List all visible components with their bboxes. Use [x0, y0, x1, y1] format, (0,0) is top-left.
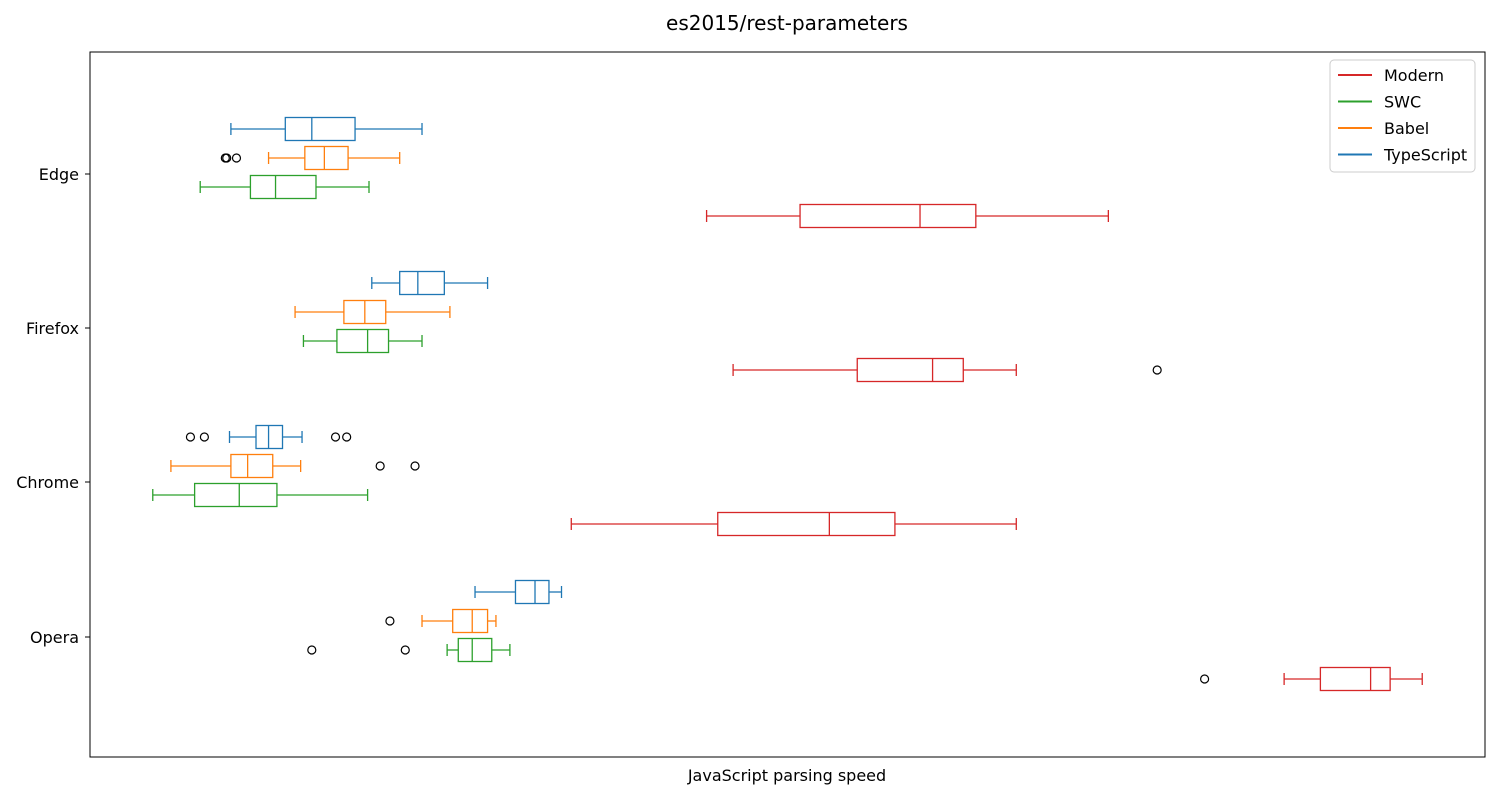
box-babel-firefox	[294, 299, 451, 325]
outlier-point	[330, 432, 341, 442]
legend-label-modern: Modern	[1384, 66, 1444, 85]
chart-title: es2015/rest-parameters	[666, 11, 908, 35]
box-iqr	[717, 511, 896, 537]
box-typescript-edge	[230, 116, 423, 142]
box-iqr	[230, 453, 274, 479]
box-iqr	[856, 357, 964, 383]
box-iqr	[249, 174, 317, 200]
box-typescript-firefox	[371, 270, 489, 296]
box-modern-chrome	[570, 511, 1017, 537]
y-tick-label: Edge	[39, 165, 79, 184]
box-modern-firefox	[732, 357, 1162, 383]
box-iqr	[304, 145, 349, 171]
box-modern-opera	[1200, 666, 1423, 692]
box-iqr	[457, 637, 493, 663]
box-babel-edge	[220, 145, 401, 171]
y-axis: Edge Firefox Chrome Opera	[16, 165, 90, 647]
legend-frame	[1329, 59, 1476, 173]
box-typescript-opera	[474, 579, 563, 605]
box-iqr	[255, 424, 284, 450]
box-iqr	[399, 270, 445, 296]
box-swc-chrome	[152, 482, 369, 508]
outlier-point	[385, 616, 395, 626]
legend: Modern SWC Babel TypeScript	[1329, 59, 1476, 173]
outlier-point	[199, 432, 209, 442]
legend-label-babel: Babel	[1384, 119, 1429, 138]
outlier-point	[185, 432, 196, 442]
boxes-layer	[152, 116, 1423, 692]
box-iqr	[799, 203, 977, 229]
box-swc-edge	[199, 174, 370, 200]
outlier-point	[342, 432, 352, 442]
box-babel-chrome	[170, 453, 420, 479]
box-iqr	[284, 116, 356, 142]
box-typescript-chrome	[185, 424, 352, 450]
box-iqr	[193, 482, 278, 508]
outlier-point	[410, 461, 420, 471]
plot-area	[89, 51, 1486, 758]
outlier-point	[1152, 365, 1162, 375]
y-tick-label: Firefox	[26, 319, 79, 338]
legend-label-typescript: TypeScript	[1383, 146, 1467, 165]
outlier-point	[1200, 674, 1210, 684]
outlier-point	[231, 153, 242, 163]
outlier-point	[307, 645, 317, 655]
y-tick-label: Opera	[30, 628, 79, 647]
box-iqr	[1319, 666, 1391, 692]
outlier-point	[375, 461, 385, 471]
outlier-point	[222, 153, 232, 163]
legend-label-swc: SWC	[1384, 93, 1421, 112]
box-iqr	[336, 328, 390, 354]
box-iqr	[514, 579, 550, 605]
box-swc-opera	[307, 637, 511, 663]
box-iqr	[452, 608, 489, 634]
outlier-point	[400, 645, 410, 655]
box-swc-firefox	[302, 328, 423, 354]
x-axis-label: JavaScript parsing speed	[687, 766, 886, 785]
box-babel-opera	[385, 608, 497, 634]
box-modern-edge	[705, 203, 1109, 229]
y-tick-label: Chrome	[16, 473, 79, 492]
